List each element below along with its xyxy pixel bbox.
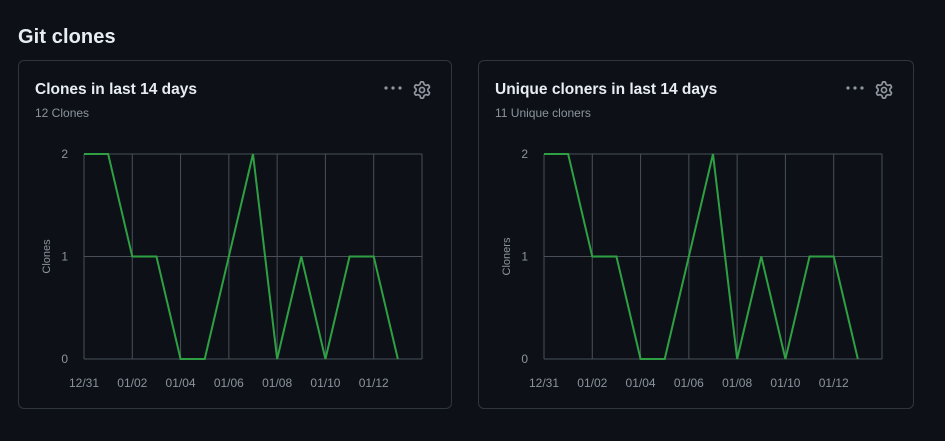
unique-cloners-chart: 0 1 2 12/31 01/02 01/04 01/06 01/08 01/10 01/12 Cl…	[501, 147, 883, 390]
y-tick-label: 2	[61, 147, 68, 161]
x-tick-label: 01/08	[262, 376, 292, 390]
y-axis-label: Cloners	[501, 237, 513, 275]
x-tick-label: 01/06	[214, 376, 244, 390]
kebab-horizontal-icon[interactable]	[845, 78, 865, 98]
y-tick-label: 1	[521, 250, 528, 264]
x-tick-label: 01/06	[674, 376, 704, 390]
x-tick-label: 01/08	[722, 376, 752, 390]
x-tick-label: 01/10	[310, 376, 340, 390]
y-axis-label: Clones	[41, 239, 53, 274]
x-tick-label: 01/04	[626, 376, 656, 390]
x-tick-label: 01/12	[359, 376, 389, 390]
page-title: Git clones	[18, 26, 116, 48]
x-tick-label: 01/12	[819, 376, 849, 390]
clones-chart: 0 1 2 12/31 01/02 01/04 01/06 01/08 01/10 01/12 Cl…	[41, 147, 423, 390]
x-tick-label: 01/10	[770, 376, 800, 390]
x-tick-label: 12/31	[69, 376, 99, 390]
gear-icon[interactable]	[413, 81, 431, 99]
unique-cloners-card: Unique cloners in last 14 days 11 Unique…	[478, 60, 914, 409]
card-title: Clones in last 14 days	[35, 81, 197, 98]
card-subtitle: 11 Unique cloners	[495, 106, 591, 120]
y-tick-label: 2	[521, 147, 528, 161]
kebab-horizontal-icon[interactable]	[383, 78, 403, 98]
x-tick-label: 12/31	[529, 376, 559, 390]
series-line	[84, 153, 399, 360]
card-subtitle: 12 Clones	[35, 106, 90, 120]
card-title: Unique cloners in last 14 days	[495, 81, 718, 98]
y-tick-label: 0	[521, 352, 528, 366]
y-tick-label: 1	[61, 250, 68, 264]
x-tick-label: 01/02	[577, 376, 607, 390]
clones-card: Clones in last 14 days 12 Clones 0 1 2 12/3…	[18, 60, 452, 409]
gear-icon[interactable]	[875, 81, 893, 99]
y-tick-label: 0	[61, 352, 68, 366]
x-tick-label: 01/04	[166, 376, 196, 390]
series-line	[544, 153, 859, 360]
x-tick-label: 01/02	[117, 376, 147, 390]
